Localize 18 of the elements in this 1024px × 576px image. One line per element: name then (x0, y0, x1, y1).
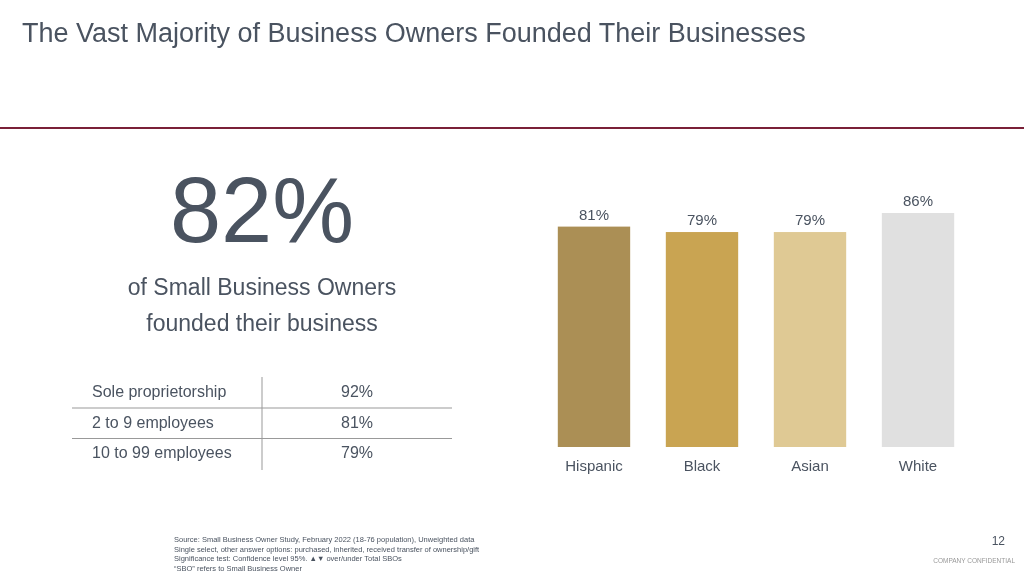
text: 12 (991, 534, 1006, 548)
text: of Small Business Owners founded their business (127, 274, 397, 336)
x-tick-label: Hispanic (565, 457, 624, 474)
x-tick-label: White (898, 457, 938, 474)
x-tick-label: Asian (791, 457, 829, 474)
x-tick-label: Black (683, 457, 721, 474)
text: 81% (340, 413, 374, 431)
text: The Vast Majority of Business Owners Founded Their Businesses (22, 18, 806, 48)
category-label: 2 to 9 employees (92, 413, 214, 431)
text: 92% (340, 383, 374, 401)
text: 79% (340, 444, 374, 462)
data-label: 86% (903, 192, 934, 209)
data-label: 79% (794, 211, 826, 229)
text: 82% (169, 159, 355, 261)
data-label: 79% (686, 211, 718, 229)
category-label: Sole proprietorship (92, 383, 227, 401)
data-label: 81% (578, 205, 609, 223)
category-label: 10 to 99 employees (92, 444, 232, 462)
